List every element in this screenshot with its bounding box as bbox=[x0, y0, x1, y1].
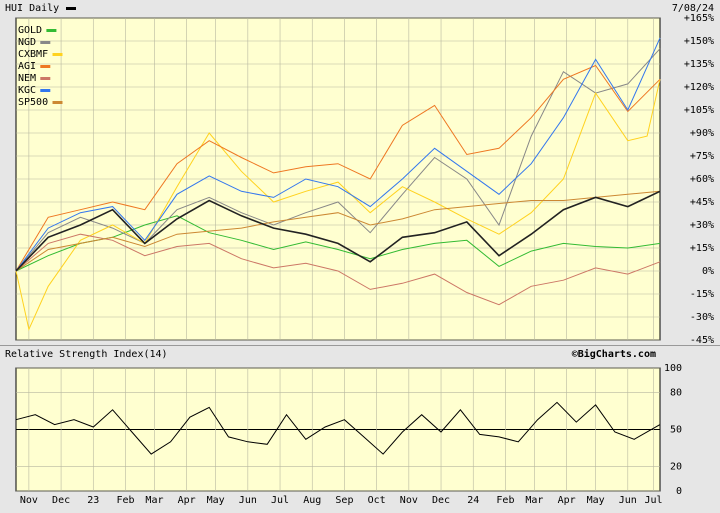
rsi-y-axis: 100 80 50 20 0 bbox=[664, 363, 682, 497]
x-tick-label: Apr bbox=[558, 495, 576, 506]
price-y-tick-label: +15% bbox=[690, 243, 714, 254]
chart-date: 7/08/24 bbox=[672, 3, 714, 14]
x-tick-label: Dec bbox=[52, 495, 70, 506]
price-y-tick-label: +105% bbox=[684, 105, 714, 116]
chart-title: HUI Daily bbox=[5, 3, 59, 14]
price-y-tick-label: +135% bbox=[684, 59, 714, 70]
watermark: ©BigCharts.com bbox=[572, 348, 656, 360]
legend-label-sp500: SP500 bbox=[18, 97, 48, 108]
price-y-tick-label: 0% bbox=[702, 266, 714, 277]
series-line-agi bbox=[15, 64, 661, 272]
price-y-tick-label: +30% bbox=[690, 220, 714, 231]
x-tick-label: Nov bbox=[20, 495, 38, 506]
rsi-y-tick-label: 50 bbox=[670, 425, 682, 436]
x-tick-label: Sep bbox=[335, 495, 353, 506]
legend-label-kgc: KGC bbox=[18, 85, 36, 96]
series-line-kgc bbox=[15, 37, 661, 272]
legend-swatch-sp500 bbox=[52, 101, 63, 104]
rsi-lines bbox=[15, 401, 661, 455]
x-tick-label: Oct bbox=[368, 495, 386, 506]
legend-swatch-kgc bbox=[40, 89, 51, 92]
x-tick-label: Jul bbox=[645, 495, 663, 506]
x-tick-label: Apr bbox=[178, 495, 196, 506]
price-y-tick-label: -15% bbox=[690, 289, 714, 300]
legend-swatch-cxbmf bbox=[52, 53, 63, 56]
price-lines bbox=[15, 37, 661, 331]
x-tick-label: Mar bbox=[145, 495, 163, 506]
price-y-tick-label: +60% bbox=[690, 174, 714, 185]
legend-label-gold: GOLD bbox=[18, 25, 42, 36]
x-tick-label: Aug bbox=[303, 495, 321, 506]
legend-swatch-ngd bbox=[40, 41, 51, 44]
x-tick-label: Jul bbox=[271, 495, 289, 506]
series-line-ngd bbox=[15, 48, 661, 272]
title-series-swatch bbox=[66, 7, 76, 10]
x-tick-label: Dec bbox=[432, 495, 450, 506]
price-y-tick-label: +90% bbox=[690, 128, 714, 139]
series-line-nem bbox=[15, 233, 661, 306]
legend-label-nem: NEM bbox=[18, 73, 36, 84]
price-y-axis: +165% +150% +135% +120% +105% +90% +75% +60% +45… bbox=[684, 13, 714, 346]
x-tick-label: May bbox=[587, 495, 605, 506]
price-y-tick-label: +120% bbox=[684, 82, 714, 93]
x-tick-label: Feb bbox=[116, 495, 134, 506]
price-y-tick-label: -30% bbox=[690, 312, 714, 323]
price-grid bbox=[16, 17, 660, 341]
x-tick-label: 23 bbox=[87, 495, 99, 506]
x-tick-label: May bbox=[207, 495, 225, 506]
price-y-tick-label: +75% bbox=[690, 151, 714, 162]
x-tick-label: Jun bbox=[239, 495, 257, 506]
rsi-y-tick-label: 20 bbox=[670, 461, 682, 472]
legend-label-ngd: NGD bbox=[18, 37, 36, 48]
rsi-title: Relative Strength Index(14) bbox=[5, 349, 168, 360]
rsi-grid bbox=[16, 367, 660, 492]
rsi-y-tick-label: 100 bbox=[664, 363, 682, 374]
x-tick-label: Feb bbox=[496, 495, 514, 506]
price-y-tick-label: +150% bbox=[684, 36, 714, 47]
x-axis: Nov Dec 23 Feb Mar Apr May Jun Jul Aug Sep Oct Nov De… bbox=[20, 495, 663, 506]
rsi-y-tick-label: 80 bbox=[670, 388, 682, 399]
price-y-tick-label: -45% bbox=[690, 335, 714, 346]
price-y-tick-label: +165% bbox=[684, 13, 714, 24]
legend-swatch-agi bbox=[40, 65, 51, 68]
series-line-cxbmf bbox=[15, 79, 661, 331]
rsi-line bbox=[15, 401, 661, 455]
x-tick-label: Jun bbox=[619, 495, 637, 506]
rsi-y-tick-label: 0 bbox=[676, 486, 682, 497]
legend-swatch-nem bbox=[40, 77, 51, 80]
series-line-hui bbox=[15, 190, 661, 272]
series-line-sp500 bbox=[15, 190, 661, 272]
rsi-header-strip bbox=[0, 346, 720, 360]
legend-label-agi: AGI bbox=[18, 61, 36, 72]
x-tick-label: Mar bbox=[525, 495, 543, 506]
x-tick-label: 24 bbox=[467, 495, 479, 506]
legend-swatch-gold bbox=[46, 29, 57, 32]
price-y-tick-label: +45% bbox=[690, 197, 714, 208]
legend-label-cxbmf: CXBMF bbox=[18, 49, 48, 60]
x-tick-label: Nov bbox=[400, 495, 418, 506]
